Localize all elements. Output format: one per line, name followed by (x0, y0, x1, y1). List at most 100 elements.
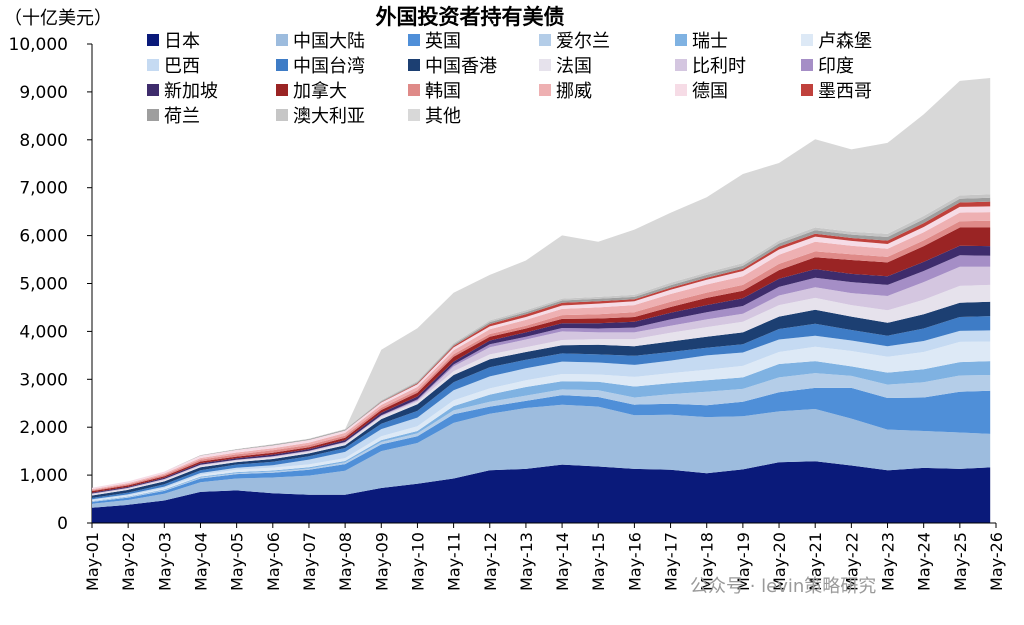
area-series-1 (92, 404, 991, 508)
legend-item: 挪威 (539, 81, 592, 102)
y-tick-label: 10,000 (9, 35, 68, 55)
legend-label: 澳大利亚 (293, 106, 365, 127)
area-series-0 (92, 461, 991, 523)
x-tick-label: May-13 (517, 532, 536, 591)
y-tick-label: 9,000 (19, 83, 68, 103)
area-series-7 (92, 316, 991, 500)
y-tick-label: 8,000 (19, 131, 68, 151)
x-tick-label: May-11 (445, 532, 464, 591)
legend-item: 德国 (675, 81, 728, 102)
legend-item: 墨西哥 (801, 81, 872, 102)
legend-swatch (408, 109, 420, 121)
area-series-8 (92, 301, 991, 498)
stacked-areas (92, 78, 991, 523)
legend-item: 卢森堡 (801, 31, 872, 52)
legend-swatch (801, 34, 813, 46)
legend-swatch (147, 109, 159, 121)
x-tick-label: May-01 (83, 532, 102, 591)
legend-item: 中国台湾 (276, 56, 365, 77)
x-tick-label: May-10 (408, 532, 427, 591)
legend-label: 卢森堡 (818, 31, 872, 52)
y-tick-label: 5,000 (19, 275, 68, 295)
x-tick-label: May-03 (155, 532, 174, 591)
legend-swatch (147, 84, 159, 96)
legend-item: 比利时 (675, 56, 746, 77)
legend-label: 爱尔兰 (556, 31, 610, 52)
legend-label: 中国香港 (425, 56, 497, 77)
x-tick-label: May-20 (770, 532, 789, 591)
legend-swatch (147, 59, 159, 71)
x-tick-label: May-12 (481, 532, 500, 591)
x-tick-label: May-09 (372, 532, 391, 591)
legend-item: 韩国 (408, 81, 461, 102)
legend-swatch (801, 59, 813, 71)
x-tick-label: May-06 (264, 532, 283, 591)
legend-swatch (276, 34, 288, 46)
y-tick-label: 2,000 (19, 418, 68, 438)
x-tick-label: May-23 (879, 532, 898, 591)
legend-swatch (408, 84, 420, 96)
legend-swatch (539, 59, 551, 71)
legend-swatch (539, 84, 551, 96)
legend-swatch (276, 84, 288, 96)
chart-title: 外国投资者持有美债 (376, 5, 565, 29)
legend-label: 比利时 (692, 56, 746, 77)
legend-swatch (675, 34, 687, 46)
legend-item: 中国香港 (408, 56, 497, 77)
legend-item: 英国 (408, 31, 461, 52)
x-tick-label: May-16 (625, 532, 644, 591)
y-axis: 0 1,000 2,000 3,000 4,000 5,000 6,000 7,000 8,00… (9, 35, 93, 534)
x-tick-label: May-04 (191, 532, 210, 591)
y-tick-label: 0 (57, 514, 68, 534)
x-tick-label: May-14 (553, 532, 572, 591)
x-axis: May-01 May-02 May-03 May-04 May-05 May-06 May-… (83, 522, 1006, 591)
y-tick-label: 7,000 (19, 179, 68, 199)
legend-item: 加拿大 (276, 80, 347, 102)
legend-item: 新加坡 (147, 81, 218, 102)
area-series-6 (92, 330, 991, 501)
x-tick-label: May-17 (662, 532, 681, 591)
y-tick-label: 6,000 (19, 227, 68, 247)
legend-item: 瑞士 (675, 31, 728, 52)
legend-item: 中国大陆 (276, 31, 365, 52)
x-tick-label: May-21 (806, 532, 825, 591)
legend-label: 加拿大 (293, 80, 347, 102)
legend-label: 英国 (425, 31, 461, 52)
x-tick-label: May-25 (951, 532, 970, 591)
legend-label: 韩国 (425, 81, 461, 102)
legend-item: 印度 (801, 56, 854, 77)
legend-swatch (147, 34, 159, 46)
legend-item: 荷兰 (147, 106, 200, 127)
legend-item: 其他 (408, 106, 461, 127)
legend-label: 中国大陆 (293, 31, 365, 52)
legend-label: 中国台湾 (293, 56, 365, 77)
legend-swatch (675, 84, 687, 96)
y-tick-label: 3,000 (19, 370, 68, 390)
legend-label: 挪威 (556, 81, 592, 102)
y-tick-label: 1,000 (19, 466, 68, 486)
legend-label: 其他 (425, 106, 461, 127)
legend-label: 瑞士 (692, 31, 728, 52)
area-series-4 (92, 361, 991, 502)
legend-item: 爱尔兰 (539, 31, 610, 52)
legend-item: 巴西 (147, 56, 200, 77)
legend-swatch (675, 59, 687, 71)
legend-label: 新加坡 (164, 81, 218, 102)
legend-swatch (408, 34, 420, 46)
x-tick-label: May-18 (698, 532, 717, 591)
legend-item: 澳大利亚 (276, 106, 365, 127)
legend-label: 日本 (164, 31, 200, 52)
unit-label: （十亿美元） (4, 8, 112, 29)
legend-item: 法国 (539, 56, 592, 77)
legend-label: 印度 (818, 56, 854, 77)
area-series-20 (92, 78, 991, 488)
legend-label: 荷兰 (164, 106, 200, 127)
y-tick-label: 4,000 (19, 322, 68, 342)
legend-swatch (408, 59, 420, 71)
x-tick-label: May-15 (589, 532, 608, 591)
area-series-2 (92, 387, 991, 504)
legend-label: 墨西哥 (818, 81, 872, 102)
legend-label: 法国 (556, 56, 592, 77)
